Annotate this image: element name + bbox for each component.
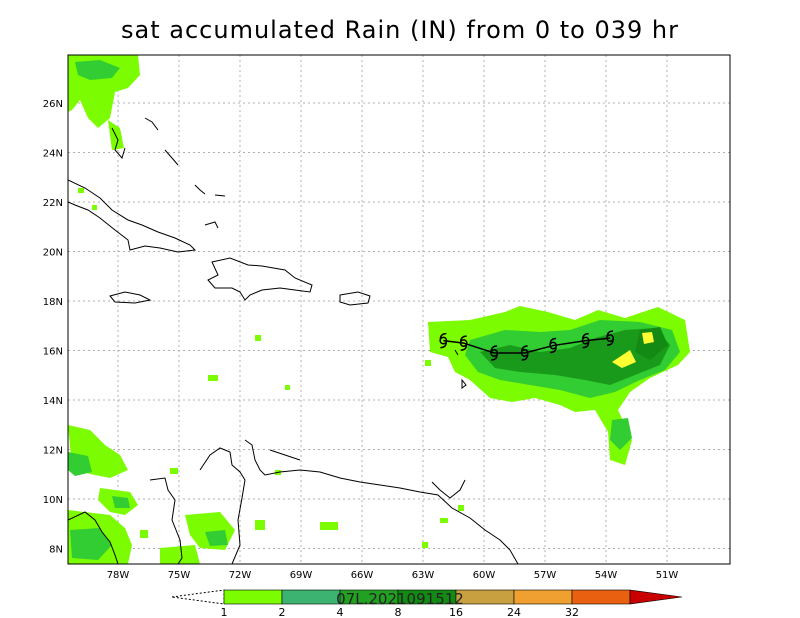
cuba-outline bbox=[68, 179, 197, 253]
lesser-antilles bbox=[269, 449, 466, 499]
bahamas-3 bbox=[164, 149, 179, 166]
lat-tick-label: 12N bbox=[43, 446, 63, 457]
colorbar-left-arrow bbox=[171, 589, 225, 605]
lon-tick-label: 69W bbox=[290, 570, 313, 581]
colorbar: 1 2 4 8 16 24 32 bbox=[171, 589, 683, 618]
rain-sw-lower-core bbox=[70, 528, 112, 560]
lat-tick-label: 24N bbox=[43, 149, 63, 160]
scattered-rain bbox=[78, 188, 464, 548]
hurricane-symbol-icon bbox=[520, 345, 529, 361]
colorbar-segment bbox=[281, 589, 341, 605]
hurricane-symbol-icon bbox=[581, 332, 590, 349]
lon-tick-label: 75W bbox=[168, 570, 191, 581]
hispaniola-outline bbox=[207, 257, 313, 301]
colorbar-segment bbox=[513, 589, 573, 605]
jamaica-outline bbox=[109, 291, 152, 304]
bahamas-2 bbox=[144, 117, 159, 131]
colorbar-label: 32 bbox=[565, 606, 579, 618]
bahamas-5 bbox=[214, 194, 226, 197]
south-america-coast bbox=[68, 439, 519, 564]
hurricane-symbol-icon bbox=[490, 345, 499, 361]
hurricane-symbol-icon bbox=[459, 335, 468, 351]
lat-tick-label: 16N bbox=[43, 347, 63, 358]
lat-tick-label: 8N bbox=[49, 545, 63, 556]
lat-tick-label: 10N bbox=[43, 495, 63, 506]
rain-colombia-core bbox=[205, 530, 228, 546]
colorbar-right-arrow bbox=[629, 589, 683, 605]
colorbar-label: 24 bbox=[507, 606, 521, 618]
colorbar-label: 2 bbox=[279, 606, 286, 618]
storm-label: 07L.2021091512 bbox=[336, 590, 464, 608]
latitude-ticks: 26N 24N 22N 20N 18N 16N 14N 12N 10N 8N bbox=[43, 99, 63, 556]
puerto-rico-outline bbox=[339, 291, 371, 306]
colorbar-segment bbox=[571, 589, 631, 605]
colorbar-label: 4 bbox=[337, 606, 344, 618]
island-chain bbox=[454, 349, 467, 389]
storm-track bbox=[439, 330, 615, 361]
colorbar-segment bbox=[455, 589, 515, 605]
bahamas-6 bbox=[204, 221, 219, 229]
lon-tick-label: 57W bbox=[534, 570, 557, 581]
lat-tick-label: 18N bbox=[43, 297, 63, 308]
lon-tick-label: 51W bbox=[656, 570, 679, 581]
lon-tick-label: 78W bbox=[107, 570, 130, 581]
plot-frame bbox=[67, 54, 731, 565]
lon-tick-label: 63W bbox=[412, 570, 435, 581]
rain-sw-upper-core bbox=[68, 452, 92, 476]
rain-nw-core bbox=[75, 60, 120, 80]
track-line bbox=[443, 337, 611, 354]
lat-tick-label: 22N bbox=[43, 198, 63, 209]
lon-tick-label: 66W bbox=[351, 570, 374, 581]
lat-tick-label: 26N bbox=[43, 99, 63, 110]
map-title: sat accumulated Rain (IN) from 0 to 039 … bbox=[121, 16, 679, 44]
colorbar-segment bbox=[223, 589, 283, 605]
lon-tick-label: 54W bbox=[595, 570, 618, 581]
lon-tick-label: 72W bbox=[229, 570, 252, 581]
rain-south-coast bbox=[160, 545, 200, 564]
lat-tick-label: 20N bbox=[43, 248, 63, 259]
coastlines bbox=[68, 117, 519, 564]
colorbar-label: 16 bbox=[449, 606, 463, 618]
hurricane-symbol-icon bbox=[439, 332, 448, 349]
storm-rain-area bbox=[428, 306, 690, 465]
bahamas-4 bbox=[194, 184, 206, 195]
lon-tick-label: 60W bbox=[473, 570, 496, 581]
longitude-ticks: 78W 75W 72W 69W 66W 63W 60W 57W 54W 51W bbox=[107, 570, 679, 581]
lat-tick-label: 14N bbox=[43, 396, 63, 407]
rainfall-shading bbox=[68, 55, 690, 564]
colorbar-label: 1 bbox=[221, 606, 228, 618]
hurricane-symbol-icon bbox=[606, 330, 615, 346]
rain-sw-mid-core bbox=[112, 496, 130, 508]
bahamas-1 bbox=[111, 127, 126, 160]
hurricane-symbol-icon bbox=[549, 337, 558, 354]
colorbar-label: 8 bbox=[395, 606, 402, 618]
